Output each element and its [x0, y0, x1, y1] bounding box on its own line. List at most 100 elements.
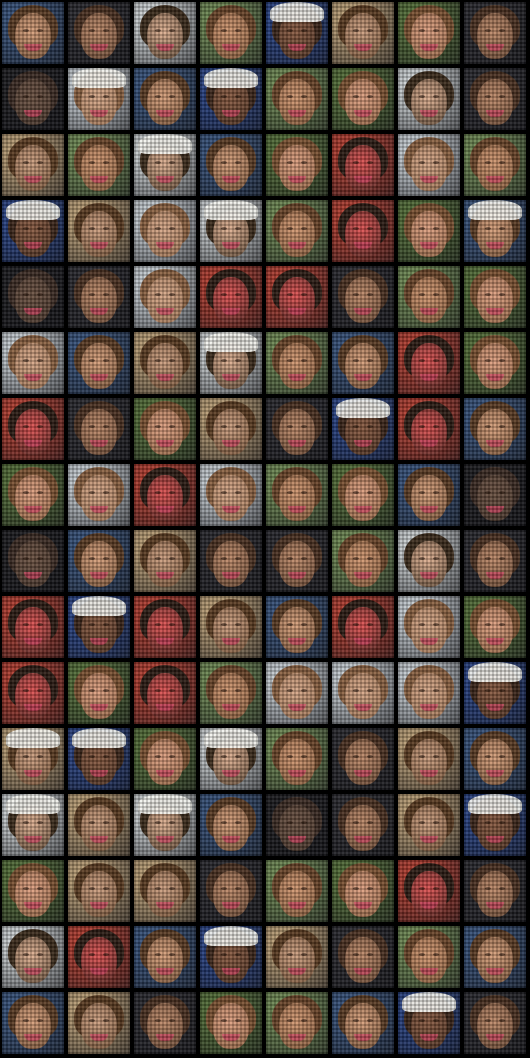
mouth: [156, 176, 174, 183]
eye: [103, 95, 109, 98]
mouth: [156, 1034, 174, 1041]
eye: [433, 95, 439, 98]
eye: [103, 227, 109, 230]
eye: [23, 623, 29, 626]
noise-texture: [266, 464, 328, 526]
eye: [37, 95, 43, 98]
noise-texture: [464, 860, 526, 922]
mouth: [90, 506, 108, 513]
face: [279, 475, 315, 521]
noise-texture: [68, 68, 130, 130]
face: [477, 541, 513, 587]
face-thumbnail: [464, 530, 526, 592]
face: [279, 871, 315, 917]
eye: [287, 29, 293, 32]
eye: [221, 689, 227, 692]
face-thumbnail: [266, 662, 328, 724]
eye: [485, 689, 491, 692]
face: [411, 13, 447, 59]
eye: [37, 293, 43, 296]
noise-texture: [200, 596, 262, 658]
face-thumbnail: [332, 926, 394, 988]
white-cap: [204, 68, 258, 88]
mouth: [420, 440, 438, 447]
noise-texture: [2, 794, 64, 856]
eye: [353, 1019, 359, 1022]
noise-texture: [398, 2, 460, 64]
face-thumbnail: [68, 926, 130, 988]
eye: [287, 755, 293, 758]
noise-texture: [464, 134, 526, 196]
eye: [89, 557, 95, 560]
noise-texture: [68, 266, 130, 328]
noise-texture: [332, 860, 394, 922]
mouth: [222, 638, 240, 645]
eye: [37, 359, 43, 362]
eye: [89, 689, 95, 692]
face-thumbnail: [266, 926, 328, 988]
face: [345, 1003, 381, 1049]
eye: [367, 161, 373, 164]
face-thumbnail: [134, 794, 196, 856]
face: [81, 475, 117, 521]
eye: [287, 425, 293, 428]
eye: [89, 425, 95, 428]
mouth: [24, 704, 42, 711]
eye: [499, 95, 505, 98]
noise-texture: [266, 2, 328, 64]
eye: [221, 755, 227, 758]
face: [81, 13, 117, 59]
eye: [301, 1019, 307, 1022]
white-cap: [204, 728, 258, 748]
eye: [287, 623, 293, 626]
face: [15, 673, 51, 719]
noise-texture: [2, 662, 64, 724]
face: [345, 13, 381, 59]
mouth: [156, 440, 174, 447]
face-thumbnail: [134, 68, 196, 130]
eye: [485, 755, 491, 758]
mouth: [486, 968, 504, 975]
face: [411, 409, 447, 455]
face: [345, 211, 381, 257]
face-thumbnail: [332, 200, 394, 262]
face: [345, 145, 381, 191]
face: [279, 211, 315, 257]
white-cap: [270, 2, 324, 22]
face-thumbnail: [134, 134, 196, 196]
noise-texture: [266, 68, 328, 130]
face: [15, 871, 51, 917]
eye: [103, 887, 109, 890]
noise-texture: [332, 134, 394, 196]
eye: [103, 491, 109, 494]
eye: [221, 623, 227, 626]
mouth: [222, 440, 240, 447]
noise-texture: [398, 728, 460, 790]
eye: [367, 1019, 373, 1022]
mouth: [354, 770, 372, 777]
mouth: [24, 440, 42, 447]
face: [345, 673, 381, 719]
noise-texture: [464, 68, 526, 130]
face: [147, 13, 183, 59]
noise-texture: [68, 530, 130, 592]
face: [477, 607, 513, 653]
face-thumbnail: [134, 926, 196, 988]
face-thumbnail: [200, 134, 262, 196]
face-thumbnail: [398, 596, 460, 658]
eye: [221, 29, 227, 32]
mouth: [24, 572, 42, 579]
eye: [155, 293, 161, 296]
mouth: [222, 110, 240, 117]
eye: [485, 887, 491, 890]
white-cap: [72, 728, 126, 748]
eye: [89, 161, 95, 164]
noise-texture: [200, 398, 262, 460]
eye: [287, 161, 293, 164]
mouth: [90, 44, 108, 51]
mouth: [486, 176, 504, 183]
face: [147, 739, 183, 785]
face: [81, 673, 117, 719]
face: [279, 673, 315, 719]
mouth: [222, 308, 240, 315]
